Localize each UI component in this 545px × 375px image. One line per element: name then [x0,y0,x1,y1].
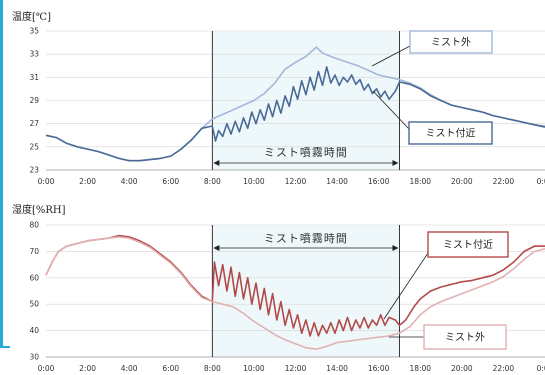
callout-leader-line [383,249,431,320]
y-tick-label: 70 [29,247,39,256]
x-tick-label: 0:00 [38,364,55,373]
y-tick-label: 29 [29,96,39,105]
legend-callout-label: ミスト外 [431,37,471,49]
y-tick-label: 33 [29,50,39,59]
series-line [45,66,545,162]
y-tick-label: 25 [29,142,39,151]
x-tick-label: 12:00 [285,177,307,186]
x-tick-label: 22:00 [493,364,515,373]
x-tick-label: 2:00 [79,177,96,186]
y-tick-label: 60 [29,273,39,282]
x-tick-label: 8:00 [204,364,221,373]
left-accent-notch [0,346,10,348]
y-tick-label: 80 [29,221,39,230]
x-tick-label: 20:00 [451,177,473,186]
mist-period-label: ミスト噴霧時間 [264,146,348,159]
legend-callout-label: ミスト外 [445,332,485,344]
x-tick-label: 10:00 [243,364,265,373]
chart-2: 30 40 50 60 70 80 0:00 2:00 4:00 6:00 8:00 10:00 12:… [12,203,545,373]
mist-period-arrowhead [392,160,399,166]
y-tick-label: 50 [29,300,39,309]
legend-callout-box [409,30,493,54]
legend-callout-label: ミスト付近 [443,238,493,251]
y-tick-label: 40 [29,326,39,335]
x-tick-label: 4:00 [121,364,138,373]
x-tick-label: 18:00 [409,177,431,186]
y-tick-label: 35 [29,27,39,36]
mist-period-arrowhead [213,245,220,251]
left-accent-bar [0,0,3,348]
chart-title: 湿度[%RH] [12,203,66,216]
series-line [45,236,545,350]
x-tick-label: 4:00 [121,177,138,186]
x-tick-label: 20:00 [451,364,473,373]
mist-period-band [212,225,400,357]
legend-callout-box [427,231,509,258]
x-tick-label: 12:00 [285,364,307,373]
chart-title: 温度[℃] [12,10,51,23]
y-tick-label: 30 [29,353,39,362]
mist-period-arrowhead [392,245,399,251]
x-tick-label: 6:00 [162,177,179,186]
x-tick-label: 22:00 [493,177,515,186]
x-tick-label: 18:00 [409,364,431,373]
legend-callout-label: ミスト付近 [426,127,476,140]
series-line [45,234,545,337]
mist-period-label: ミスト噴霧時間 [264,232,348,245]
x-tick-label: 16:00 [368,177,390,186]
y-tick-label: 31 [29,73,39,82]
callout-leader-line [371,45,411,67]
x-tick-label: 14:00 [326,364,348,373]
y-tick-label: 27 [29,119,39,128]
mist-period-arrowhead [213,160,220,166]
x-tick-label: 8:00 [204,177,221,186]
x-tick-label: 16:00 [368,364,390,373]
x-tick-label: 0:00 [537,177,545,186]
x-tick-label: 14:00 [326,177,348,186]
x-tick-label: 10:00 [243,177,265,186]
chart-1: 23 25 27 29 31 33 35 0:00 2:00 4:00 6:00 8:00 10:00 1… [12,10,545,186]
x-tick-label: 0:00 [537,364,545,373]
y-tick-label: 23 [29,166,39,175]
x-tick-label: 0:00 [38,177,55,186]
x-tick-label: 2:00 [79,364,96,373]
legend-callout-box [423,324,507,350]
x-tick-label: 6:00 [162,364,179,373]
callout-leader-line [372,90,410,130]
legend-callout-box [408,121,493,145]
